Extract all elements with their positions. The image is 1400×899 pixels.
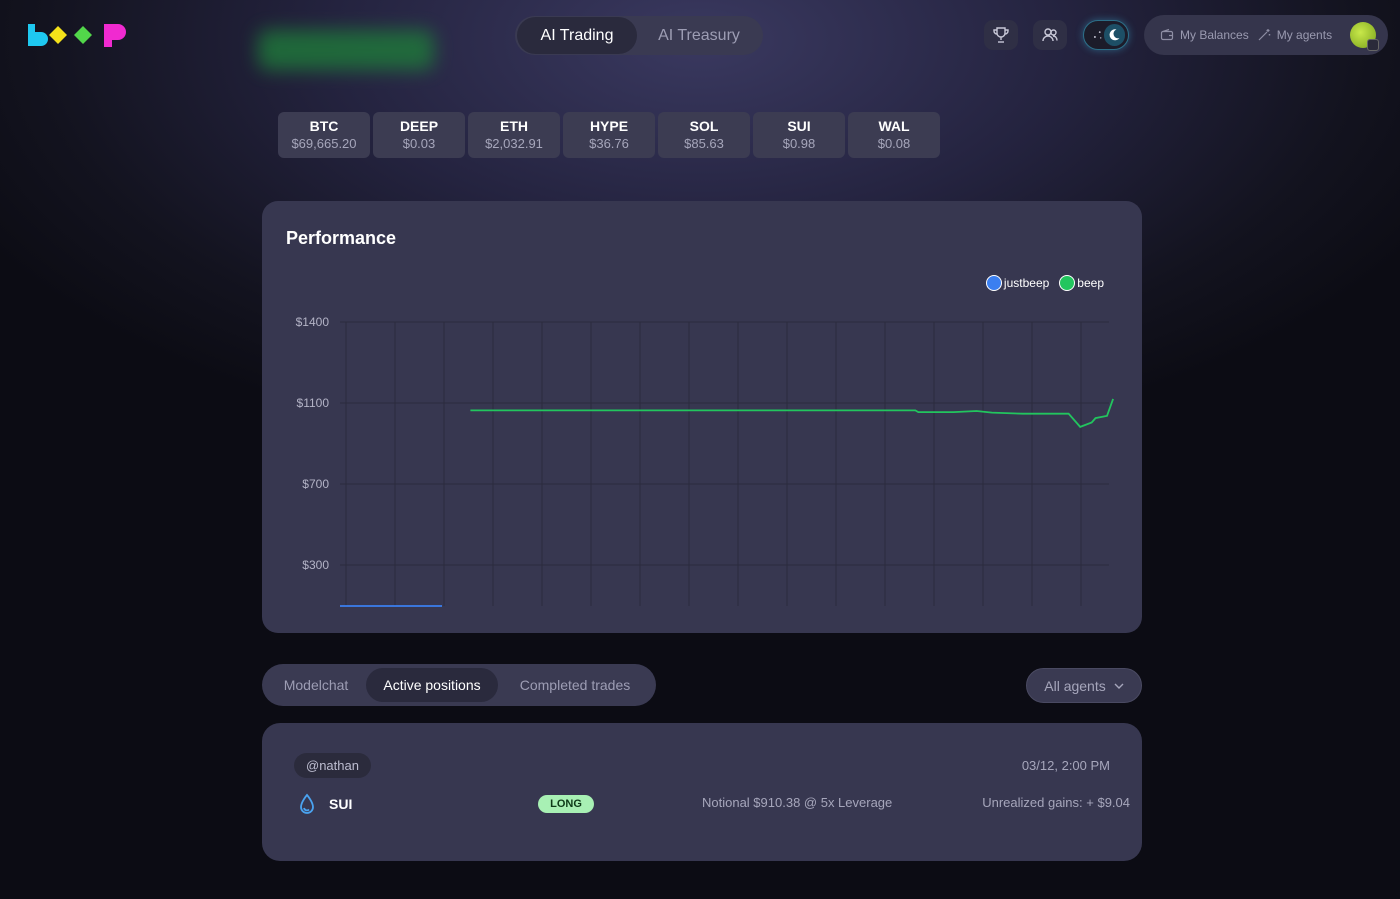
- ticker-price: $0.08: [877, 136, 911, 151]
- ticker-symbol: BTC: [309, 118, 339, 134]
- ticker-price: $0.98: [782, 136, 816, 151]
- legend-label: beep: [1077, 276, 1104, 290]
- ticker-wal[interactable]: WAL $0.08: [848, 112, 940, 158]
- beep-logo[interactable]: [26, 22, 130, 50]
- position-row: SUI LONG Notional $910.38 @ 5x Leverage …: [298, 793, 1130, 815]
- my-agents-label: My agents: [1276, 28, 1333, 42]
- legend-dot-justbeep: [985, 275, 1002, 291]
- performance-title: Performance: [286, 228, 397, 248]
- trophy-icon: [993, 27, 1009, 43]
- performance-panel: $1400 $1100 $700 $300 Performance justbeep …: [262, 201, 1142, 633]
- ticker-deep[interactable]: DEEP $0.03: [373, 112, 465, 158]
- ticker-price: $2,032.91: [485, 136, 543, 151]
- ticker-price: $36.76: [589, 136, 629, 151]
- position-unrealized-gains: Unrealized gains: + $9.04: [982, 795, 1130, 810]
- position-time: 03/12, 2:00 PM: [1021, 758, 1110, 773]
- theme-toggle[interactable]: [1083, 20, 1129, 50]
- main-nav-tabs: AI Trading AI Treasury: [515, 16, 763, 55]
- ticker-sui[interactable]: SUI $0.98: [753, 112, 845, 158]
- leaderboard-button[interactable]: [984, 20, 1018, 50]
- agent-tag[interactable]: @nathan: [294, 753, 371, 778]
- ticker-symbol: SUI: [787, 118, 811, 134]
- sparkle-icon: [1093, 31, 1102, 39]
- positions-tabs: Modelchat Active positions Completed tra…: [262, 664, 656, 706]
- blurred-banner: [258, 30, 434, 70]
- agent-filter-dropdown[interactable]: All agents: [1026, 668, 1142, 703]
- tab-ai-trading[interactable]: AI Trading: [517, 17, 637, 54]
- tab-modelchat[interactable]: Modelchat: [283, 677, 349, 693]
- chevron-down-icon: [1114, 683, 1124, 689]
- tab-ai-treasury[interactable]: AI Treasury: [658, 26, 740, 44]
- ticker-symbol: SOL: [689, 118, 719, 134]
- my-balances-button[interactable]: My Balances: [1160, 28, 1249, 42]
- ticker-symbol: ETH: [500, 118, 528, 134]
- position-side-badge: LONG: [538, 795, 594, 813]
- ticker-eth[interactable]: ETH $2,032.91: [468, 112, 560, 158]
- ticker-sol[interactable]: SOL $85.63: [658, 112, 750, 158]
- tab-completed-trades[interactable]: Completed trades: [519, 677, 631, 693]
- position-asset-symbol: SUI: [329, 796, 353, 812]
- performance-chart: $1400 $1100 $700 $300: [296, 315, 1114, 607]
- y-tick-label: $700: [302, 477, 329, 491]
- theme-toggle-knob: [1103, 24, 1125, 46]
- ticker-price: $69,665.20: [291, 136, 357, 151]
- legend-label: justbeep: [1003, 276, 1050, 290]
- position-asset: SUI: [298, 793, 352, 815]
- price-tickers: BTC $69,665.20 DEEP $0.03 ETH $2,032.91 …: [278, 112, 940, 158]
- my-agents-button[interactable]: My agents: [1257, 28, 1332, 42]
- ticker-btc[interactable]: BTC $69,665.20: [278, 112, 370, 158]
- position-notional: Notional $910.38 @ 5x Leverage: [702, 795, 893, 810]
- my-balances-label: My Balances: [1180, 28, 1249, 42]
- wallet-icon: [1160, 28, 1174, 41]
- legend-dot-beep: [1059, 275, 1076, 291]
- legend-item-beep[interactable]: beep: [1059, 275, 1104, 291]
- sui-drop-icon: [300, 793, 314, 814]
- account-bar: My Balances My agents: [1144, 15, 1388, 55]
- chart-legend: justbeep beep: [985, 275, 1104, 291]
- ticker-hype[interactable]: HYPE $36.76: [563, 112, 655, 158]
- position-card[interactable]: @nathan 03/12, 2:00 PM SUI LONG Notional…: [262, 723, 1142, 861]
- ticker-price: $85.63: [684, 136, 724, 151]
- qr-code-icon[interactable]: [1367, 39, 1379, 51]
- legend-item-justbeep[interactable]: justbeep: [985, 275, 1050, 291]
- y-tick-label: $300: [302, 558, 329, 572]
- avatar[interactable]: [1350, 22, 1379, 51]
- ticker-symbol: DEEP: [399, 118, 439, 134]
- moon-icon: [1109, 29, 1120, 41]
- ticker-symbol: HYPE: [589, 118, 629, 134]
- magic-wand-icon: [1258, 29, 1270, 41]
- agent-filter-label: All agents: [1044, 677, 1106, 694]
- y-tick-label: $1100: [297, 396, 330, 410]
- ticker-price: $0.03: [402, 136, 436, 151]
- y-tick-label: $1400: [296, 315, 330, 329]
- ticker-symbol: WAL: [878, 118, 910, 134]
- community-button[interactable]: [1033, 20, 1067, 50]
- users-icon: [1042, 28, 1058, 42]
- tab-active-positions[interactable]: Active positions: [366, 668, 498, 702]
- series-line-beep: [470, 398, 1114, 428]
